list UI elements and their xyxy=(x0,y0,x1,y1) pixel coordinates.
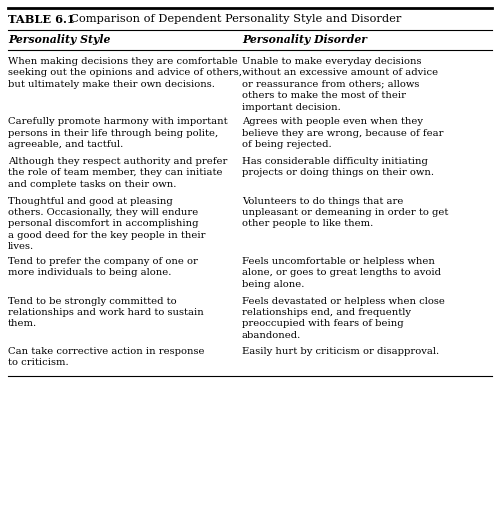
Text: Although they respect authority and prefer
the role of team member, they can ini: Although they respect authority and pref… xyxy=(8,157,228,189)
Text: Comparison of Dependent Personality Style and Disorder: Comparison of Dependent Personality Styl… xyxy=(63,14,402,24)
Text: TABLE 6.1: TABLE 6.1 xyxy=(8,14,75,25)
Text: Carefully promote harmony with important
persons in their life through being pol: Carefully promote harmony with important… xyxy=(8,118,228,149)
Text: When making decisions they are comfortable
seeking out the opinions and advice o: When making decisions they are comfortab… xyxy=(8,57,242,89)
Text: Personality Style: Personality Style xyxy=(8,34,111,45)
Text: Tend to prefer the company of one or
more individuals to being alone.: Tend to prefer the company of one or mor… xyxy=(8,257,198,277)
Text: Unable to make everyday decisions
without an excessive amount of advice
or reass: Unable to make everyday decisions withou… xyxy=(242,57,438,112)
Text: Volunteers to do things that are
unpleasant or demeaning in order to get
other p: Volunteers to do things that are unpleas… xyxy=(242,197,448,228)
Text: Easily hurt by criticism or disapproval.: Easily hurt by criticism or disapproval. xyxy=(242,347,439,356)
Text: Feels devastated or helpless when close
relationships end, and frequently
preocc: Feels devastated or helpless when close … xyxy=(242,296,445,340)
Text: Personality Disorder: Personality Disorder xyxy=(242,34,367,45)
Text: Feels uncomfortable or helpless when
alone, or goes to great lengths to avoid
be: Feels uncomfortable or helpless when alo… xyxy=(242,257,441,289)
Text: Agrees with people even when they
believe they are wrong, because of fear
of bei: Agrees with people even when they believ… xyxy=(242,118,444,149)
Text: Thoughtful and good at pleasing
others. Occasionally, they will endure
personal : Thoughtful and good at pleasing others. … xyxy=(8,197,205,251)
Text: Tend to be strongly committed to
relationships and work hard to sustain
them.: Tend to be strongly committed to relatio… xyxy=(8,296,204,329)
Text: Has considerable difficulty initiating
projects or doing things on their own.: Has considerable difficulty initiating p… xyxy=(242,157,434,178)
Text: Can take corrective action in response
to criticism.: Can take corrective action in response t… xyxy=(8,347,204,367)
